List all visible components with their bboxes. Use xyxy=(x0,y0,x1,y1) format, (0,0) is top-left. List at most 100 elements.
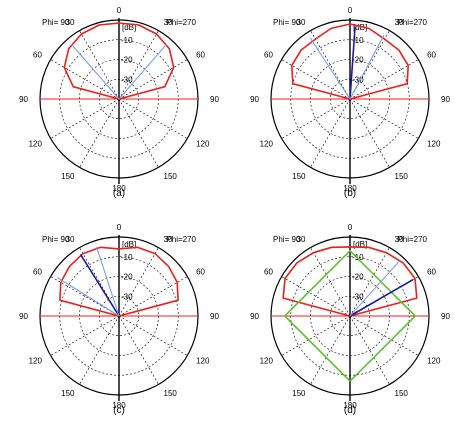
angle-label: 60 xyxy=(264,51,273,60)
angle-label: 90 xyxy=(441,312,450,321)
angle-label: 30 xyxy=(164,235,173,244)
beam-line xyxy=(349,261,400,317)
grid-spoke xyxy=(50,315,120,356)
angle-label: 60 xyxy=(33,51,42,60)
phi-left-label: Phi= 90 xyxy=(42,18,70,27)
angle-label: 60 xyxy=(196,51,205,60)
phi-right-label: Phi=270 xyxy=(397,235,427,244)
angle-label: 150 xyxy=(164,172,178,181)
angle-label: 60 xyxy=(33,268,42,277)
polar-panel-b: 0 30 60 90 120 150 180 30 60 90 120 150 [dB] -10 -20 -3… xyxy=(250,6,450,199)
angle-label: 120 xyxy=(196,140,210,149)
radial-unit-label: [dB] xyxy=(353,23,367,32)
radial-tick-label: -10 xyxy=(352,36,364,45)
grid-spoke xyxy=(118,315,188,356)
angle-label: 120 xyxy=(196,357,210,366)
polar-panel-d: 0 30 60 90 120 150 180 30 60 90 120 150 [dB] -10 -20 -3… xyxy=(250,223,450,416)
radial-tick-label: -20 xyxy=(121,273,133,282)
pattern-series-2 xyxy=(284,250,416,382)
grid-spoke xyxy=(281,98,351,139)
radial-tick-label: -20 xyxy=(121,56,133,65)
panel-caption: (a) xyxy=(113,188,125,199)
angle-label: 180 xyxy=(343,184,357,193)
grid-spoke xyxy=(281,315,351,356)
radial-tick-label: -30 xyxy=(352,75,364,84)
angle-label: 90 xyxy=(210,95,219,104)
radial-tick-label: -30 xyxy=(121,75,133,84)
grid-spoke xyxy=(310,30,351,100)
angle-label: 180 xyxy=(112,401,126,410)
angle-label: 30 xyxy=(297,235,306,244)
angle-label: 90 xyxy=(250,95,259,104)
angle-label: 150 xyxy=(395,389,409,398)
grid-spoke xyxy=(118,247,159,317)
grid-spoke xyxy=(50,59,120,100)
angle-label: 30 xyxy=(164,18,173,27)
beam-line xyxy=(57,277,120,317)
pattern-series-1 xyxy=(282,246,418,317)
phi-left-label: Phi= 90 xyxy=(273,235,301,244)
grid-spoke xyxy=(79,30,120,100)
radial-tick-label: -20 xyxy=(352,273,364,282)
polar-panel-a: 0 30 60 90 120 150 180 30 60 90 120 150 [dB] -10 -20 -3… xyxy=(19,6,219,199)
grid-spoke xyxy=(118,98,188,139)
pattern-series-1 xyxy=(59,246,179,317)
grid-spoke xyxy=(310,247,351,317)
angle-label: 60 xyxy=(427,51,436,60)
angle-label: 90 xyxy=(250,312,259,321)
angle-label: 150 xyxy=(395,172,409,181)
grid-spoke xyxy=(349,98,419,139)
grid-spoke xyxy=(50,98,120,139)
pattern-series-1 xyxy=(291,23,409,100)
angle-label: 0 xyxy=(117,223,122,232)
angle-label: 0 xyxy=(348,6,353,15)
angle-label: 150 xyxy=(292,389,306,398)
beam-line xyxy=(349,278,414,317)
grid-spoke xyxy=(79,315,120,385)
angle-label: 30 xyxy=(66,235,75,244)
grid-spoke xyxy=(349,98,390,168)
angle-label: 150 xyxy=(61,389,75,398)
phi-left-label: Phi= 90 xyxy=(42,235,70,244)
angle-label: 60 xyxy=(264,268,273,277)
radial-tick-label: -20 xyxy=(352,56,364,65)
grid-spoke xyxy=(310,98,351,168)
grid-spoke xyxy=(79,98,120,168)
angle-label: 30 xyxy=(395,235,404,244)
angle-label: 120 xyxy=(29,357,43,366)
panel-caption: (c) xyxy=(113,405,125,416)
beam-line xyxy=(70,43,120,100)
angle-label: 0 xyxy=(348,223,353,232)
radial-tick-label: -30 xyxy=(121,292,133,301)
angle-label: 90 xyxy=(210,312,219,321)
grid-spoke xyxy=(310,315,351,385)
panel-caption: (d) xyxy=(344,405,356,416)
angle-label: 120 xyxy=(427,140,441,149)
angle-label: 0 xyxy=(117,6,122,15)
phi-left-label: Phi= 90 xyxy=(273,18,301,27)
grid-spoke xyxy=(349,59,419,100)
beam-line xyxy=(96,246,120,317)
radial-unit-label: [dB] xyxy=(122,23,136,32)
angle-label: 120 xyxy=(29,140,43,149)
radial-unit-label: [dB] xyxy=(122,240,136,249)
grid-spoke xyxy=(281,59,351,100)
angle-label: 60 xyxy=(196,268,205,277)
angle-label: 90 xyxy=(441,95,450,104)
radial-tick-label: -30 xyxy=(352,292,364,301)
grid-spoke xyxy=(118,98,159,168)
angle-label: 180 xyxy=(343,401,357,410)
angle-label: 90 xyxy=(19,312,28,321)
angle-label: 150 xyxy=(61,172,75,181)
grid-spoke xyxy=(349,247,390,317)
radial-tick-label: -10 xyxy=(352,253,364,262)
angle-label: 150 xyxy=(292,172,306,181)
grid-spoke xyxy=(118,315,159,385)
beam-line xyxy=(118,43,168,100)
grid-spoke xyxy=(118,59,188,100)
grid-spoke xyxy=(281,276,351,317)
angle-label: 120 xyxy=(260,357,274,366)
beam-line xyxy=(309,37,351,100)
grid-spoke xyxy=(118,276,188,317)
